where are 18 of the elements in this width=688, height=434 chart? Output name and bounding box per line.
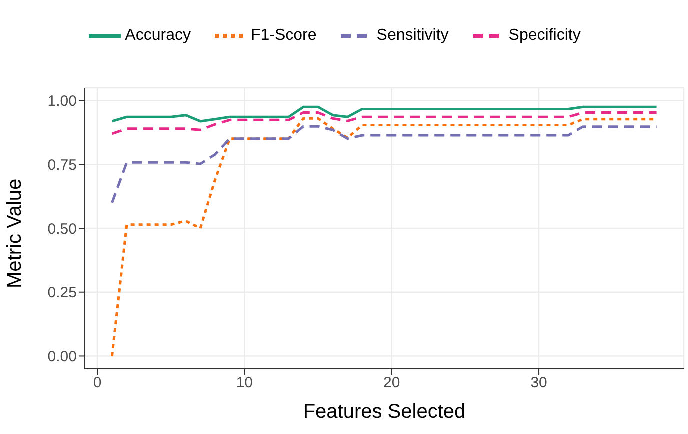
legend-label: Sensitivity xyxy=(376,27,449,44)
x-tick-label: 0 xyxy=(93,374,102,392)
x-tick-label: 10 xyxy=(236,374,254,392)
y-tick-label: 0.50 xyxy=(48,220,77,238)
line-series xyxy=(110,106,658,123)
legend-label: F1-Score xyxy=(250,27,317,44)
line-series xyxy=(110,112,658,136)
y-tick-label: 0.00 xyxy=(48,348,77,366)
y-tick-label: 1.00 xyxy=(48,93,77,110)
x-axis-title: Features Selected xyxy=(303,401,466,423)
legend-label: Specificity xyxy=(508,27,581,44)
y-axis-title: Metric Value xyxy=(4,178,26,288)
x-tick-label: 30 xyxy=(530,374,548,392)
y-tick-label: 0.75 xyxy=(48,156,77,174)
x-tick-label: 20 xyxy=(384,374,400,392)
y-tick-label: 0.25 xyxy=(48,284,77,302)
line-series xyxy=(110,125,658,204)
legend-label: Accuracy xyxy=(125,27,191,44)
